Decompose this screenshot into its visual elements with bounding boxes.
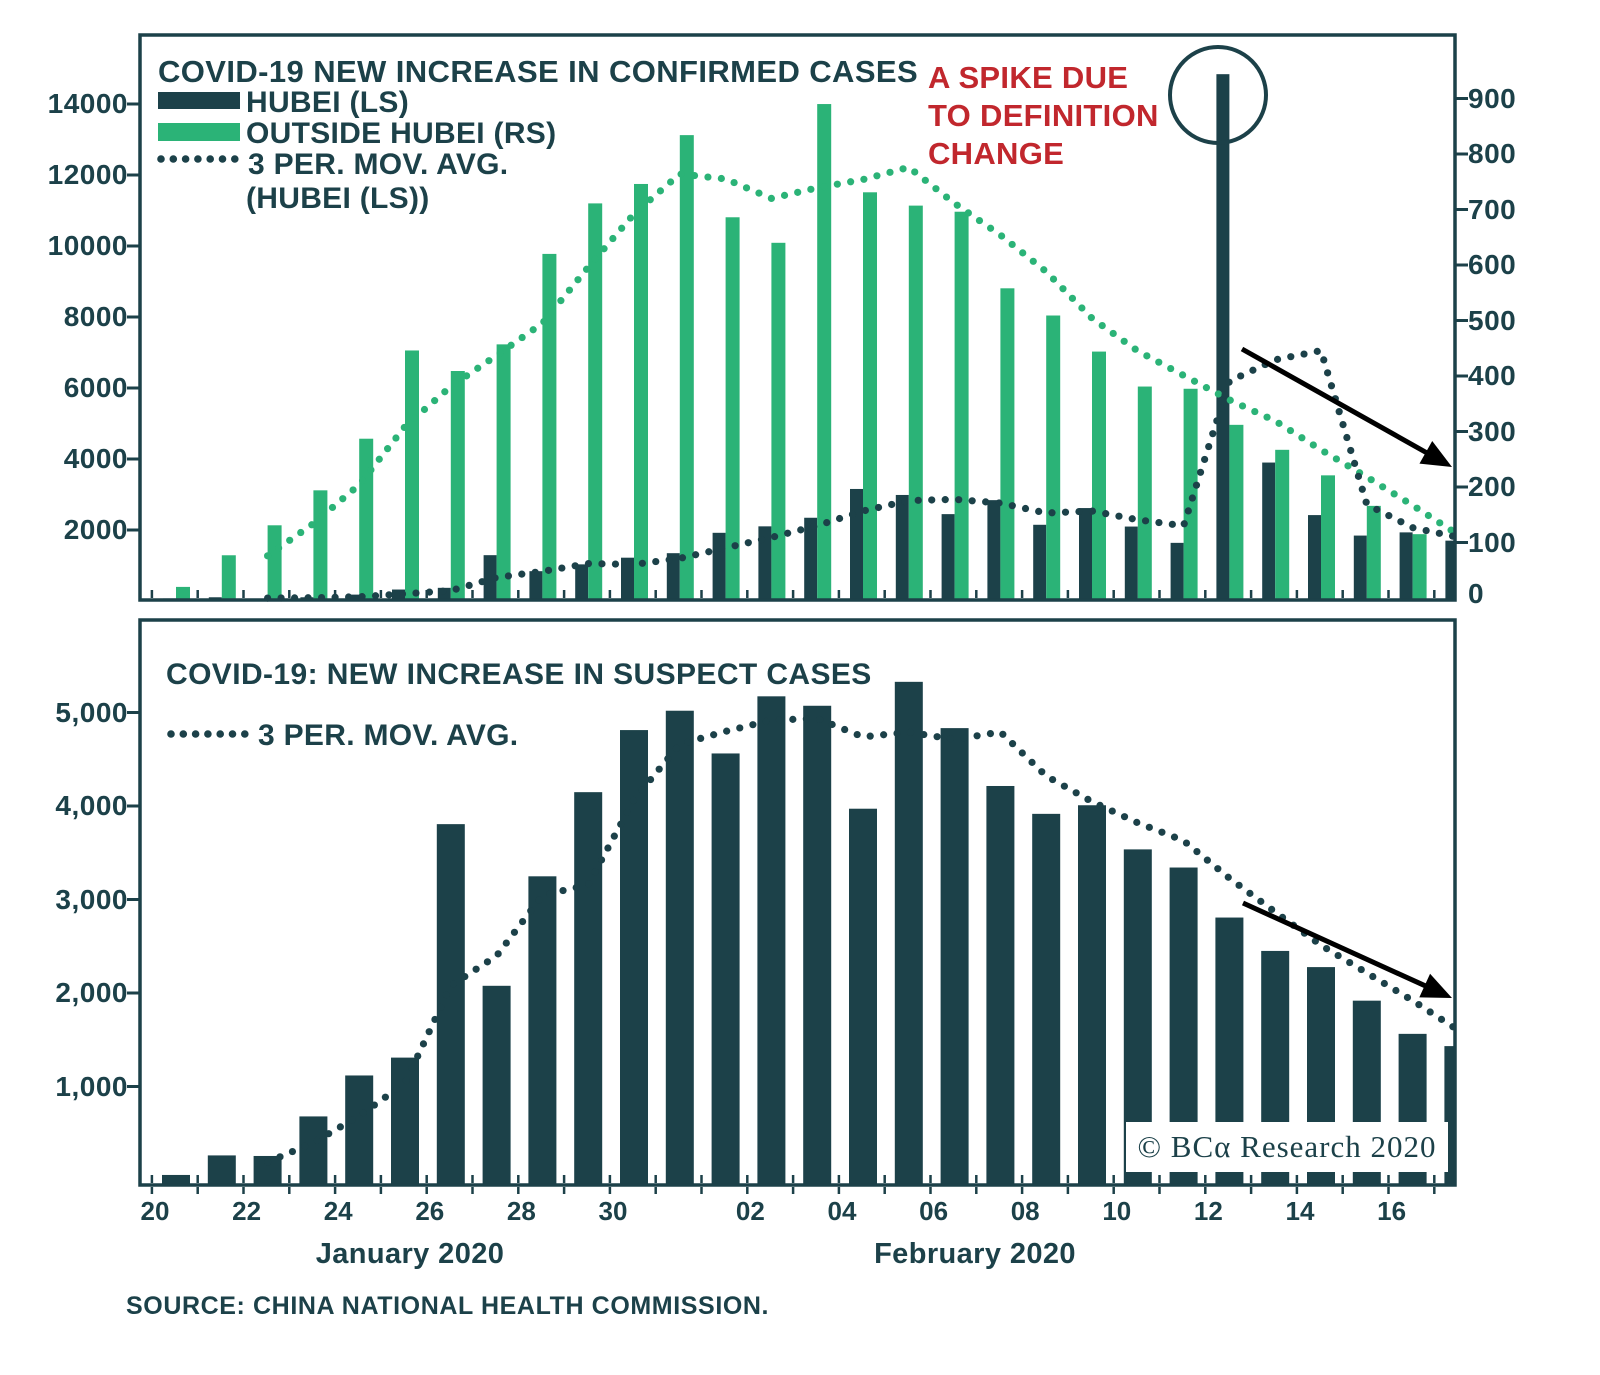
top-right-axis-tick: 400 xyxy=(1468,360,1517,391)
top-left-axis-tick: 8000 xyxy=(63,301,128,332)
top-left-axis-tick: 10000 xyxy=(47,230,128,261)
legend-swatch-hubei-bar xyxy=(158,92,240,109)
month-label-february: February 2020 xyxy=(874,1238,1076,1270)
top-right-axis-tick: 500 xyxy=(1468,304,1517,336)
bottom-left-axis-tick: 5,000 xyxy=(55,696,128,728)
month-label-january: January 2020 xyxy=(315,1238,505,1270)
bottom-left-axis-tick: 2,000 xyxy=(55,977,128,1008)
legend-label-hubei: HUBEI (LS) xyxy=(246,86,409,119)
x-axis-tick-label: 28 xyxy=(506,1196,536,1226)
x-axis-tick-label: 20 xyxy=(140,1196,170,1226)
x-axis-tick-label: 24 xyxy=(323,1196,353,1226)
source-note: SOURCE: CHINA NATIONAL HEALTH COMMISSION… xyxy=(126,1292,770,1320)
x-axis-tick-label: 26 xyxy=(415,1196,445,1226)
x-axis-tick-label: 22 xyxy=(232,1196,262,1226)
top-right-axis-tick: 200 xyxy=(1468,471,1517,502)
bca-research-watermark: © BCα Research 2020 xyxy=(1126,1122,1448,1172)
legend-label-moving-average: 3 PER. MOV. AVG. xyxy=(248,148,509,181)
top-right-axis-tick: 800 xyxy=(1468,138,1517,169)
bottom-chart-title: COVID-19: NEW INCREASE IN SUSPECT CASES xyxy=(166,658,872,691)
bottom-left-axis-tick: 3,000 xyxy=(55,883,128,915)
legend-swatch-outside-hubei-bar xyxy=(158,123,240,141)
x-axis-tick-label: 04 xyxy=(827,1196,857,1226)
top-right-axis-tick: 300 xyxy=(1468,415,1517,447)
x-axis-tick-label: 30 xyxy=(598,1196,628,1226)
spike-annotation-line1: A SPIKE DUE xyxy=(928,60,1129,95)
spike-annotation-line2: TO DEFINITION xyxy=(928,98,1159,133)
top-right-axis-tick: 700 xyxy=(1468,193,1517,225)
top-left-axis-tick: 2000 xyxy=(63,514,128,545)
top-left-axis-tick: 12000 xyxy=(47,159,128,190)
bottom-legend-label-moving-average: 3 PER. MOV. AVG. xyxy=(258,719,519,752)
top-left-axis-tick: 4000 xyxy=(63,443,128,474)
x-axis-tick-label: 08 xyxy=(1010,1196,1040,1226)
legend-label-outside-hubei: OUTSIDE HUBEI (RS) xyxy=(246,117,557,150)
top-left-axis-tick: 6000 xyxy=(63,372,128,403)
bottom-left-axis-tick: 1,000 xyxy=(55,1070,128,1102)
x-axis-tick-label: 10 xyxy=(1102,1196,1132,1226)
x-axis-tick-label: 12 xyxy=(1193,1196,1223,1226)
top-right-axis-tick: 0 xyxy=(1468,578,1485,609)
bottom-left-axis-tick: 4,000 xyxy=(55,790,128,821)
legend-label-moving-average-2: (HUBEI (LS)) xyxy=(246,182,430,215)
top-right-axis-tick: 900 xyxy=(1468,82,1517,114)
top-chart-title: COVID-19 NEW INCREASE IN CONFIRMED CASES xyxy=(158,54,919,89)
x-axis-tick-label: 14 xyxy=(1285,1196,1315,1226)
top-left-axis-tick: 14000 xyxy=(47,88,128,119)
x-axis-tick-label: 06 xyxy=(919,1196,949,1226)
x-axis-tick-label: 16 xyxy=(1377,1196,1407,1226)
top-right-axis-tick: 600 xyxy=(1468,249,1517,280)
top-right-axis-tick: 100 xyxy=(1468,526,1517,558)
spike-annotation-line3: CHANGE xyxy=(928,136,1065,171)
x-axis-tick-label: 02 xyxy=(735,1196,765,1226)
